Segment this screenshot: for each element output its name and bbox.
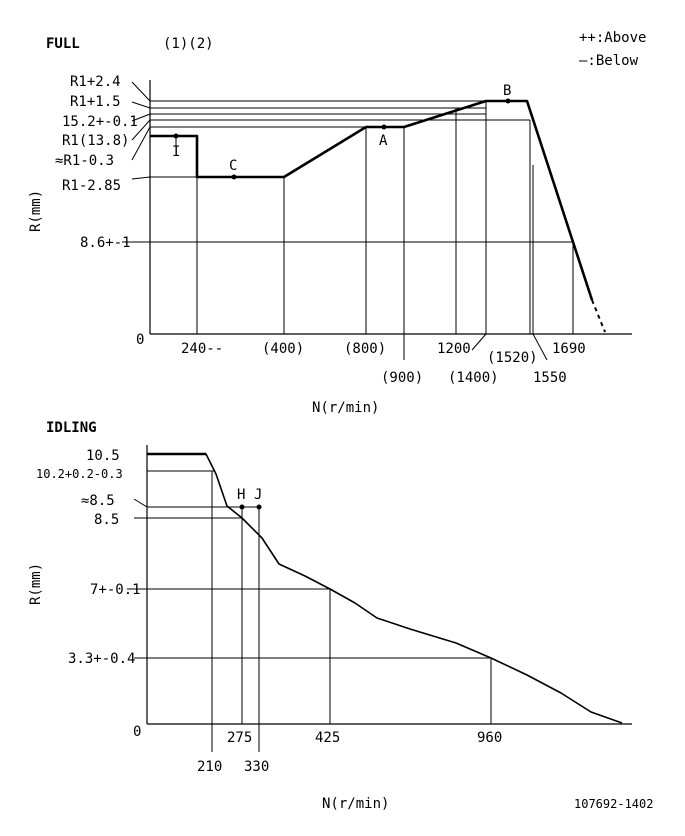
full-xlabel-1400: (1400) <box>448 370 499 386</box>
full-points: I C A B <box>172 83 511 180</box>
full-ylabel-r1-13-8: R1(13.8) <box>62 133 129 149</box>
point-h-label: H <box>237 487 245 503</box>
document-id: 107692-1402 <box>574 797 653 811</box>
point-h-marker <box>239 504 245 510</box>
idling-chart: IDLING 0 R(mm) N(r/min) 10.5 10.2+0.2-0.… <box>28 420 632 812</box>
full-y-leaders <box>122 81 573 243</box>
idling-curve <box>147 453 623 724</box>
full-xlabel-1520: (1520) <box>487 350 538 366</box>
idling-xlabel-275: 275 <box>227 730 252 746</box>
idling-xlabel-210: 210 <box>197 759 222 775</box>
full-title: FULL <box>46 36 80 52</box>
full-curve <box>150 99 594 301</box>
idling-y-leaders <box>127 453 491 659</box>
point-a-marker <box>381 124 387 130</box>
full-xlabel-1550: 1550 <box>533 370 567 386</box>
legend-above: ++:Above <box>579 30 646 46</box>
idling-xlabel-330: 330 <box>244 759 269 775</box>
idling-ylabel-3-3: 3.3+-0.4 <box>68 651 135 667</box>
idling-ylabel-7: 7+-0.1 <box>90 582 141 598</box>
idling-xlabel-425: 425 <box>315 730 340 746</box>
full-x-guides <box>196 101 574 361</box>
point-c-marker <box>231 174 237 180</box>
full-xlabel-800: (800) <box>344 341 386 357</box>
idling-ylabel-10-2: 10.2+0.2-0.3 <box>36 467 123 481</box>
full-ylabel-15-2: 15.2+-0.1 <box>62 114 138 130</box>
point-i-label: I <box>172 144 180 160</box>
full-xlabel-400: (400) <box>262 341 304 357</box>
idling-origin: 0 <box>133 724 141 740</box>
full-xlabel-1200: 1200 <box>437 341 471 357</box>
full-subtitle: (1)(2) <box>163 36 214 52</box>
idling-y-axis-title: R(mm) <box>28 563 44 605</box>
full-ylabel-8-6: 8.6+-1 <box>80 235 131 251</box>
point-j-marker <box>256 504 262 510</box>
idling-x-axis-title: N(r/min) <box>322 796 389 812</box>
idling-points: H J <box>237 487 262 510</box>
idling-x-guides <box>211 471 492 752</box>
full-curve-extension <box>591 299 606 333</box>
idling-ylabel-10-5: 10.5 <box>86 448 120 464</box>
full-ylabel-r1-plus-1-5: R1+1.5 <box>70 94 121 110</box>
full-y-axis-title: R(mm) <box>28 190 44 232</box>
idling-ylabel-8-5: 8.5 <box>94 512 119 528</box>
full-ylabel-r1-minus-0-3: ≈R1-0.3 <box>55 153 114 169</box>
full-xlabel-240: 240-- <box>181 341 223 357</box>
point-b-marker <box>505 98 511 104</box>
point-c-label: C <box>229 158 237 174</box>
idling-ylabel-approx-8-5: ≈8.5 <box>81 493 115 509</box>
full-xlabel-1690: 1690 <box>552 341 586 357</box>
full-ylabel-r1-plus-2-4: R1+2.4 <box>70 74 121 90</box>
legend-below: —:Below <box>579 53 639 69</box>
idling-title: IDLING <box>46 420 97 436</box>
full-x-axis-title: N(r/min) <box>312 400 379 416</box>
full-ylabel-r1-minus-2-85: R1-2.85 <box>62 178 121 194</box>
point-j-label: J <box>254 487 262 503</box>
point-a-label: A <box>379 133 388 149</box>
point-b-label: B <box>503 83 511 99</box>
full-origin: 0 <box>136 332 144 348</box>
idling-xlabel-960: 960 <box>477 730 502 746</box>
full-xlabel-900: (900) <box>381 370 423 386</box>
full-chart: FULL (1)(2) ++:Above —:Below 0 R(mm) N(r… <box>28 30 646 416</box>
